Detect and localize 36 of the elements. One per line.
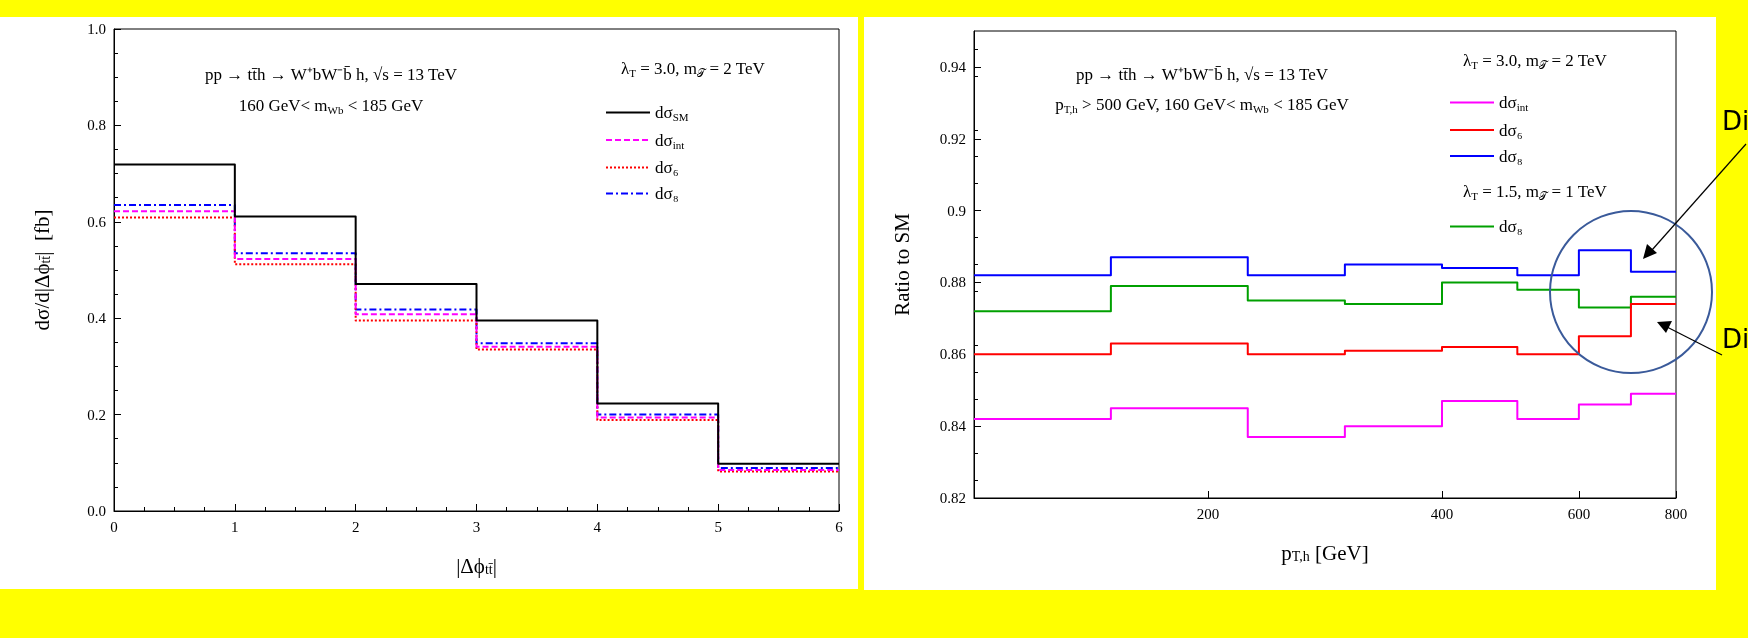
x-tick-label: 200 [1196, 505, 1220, 522]
x-tick-label: 800 [1664, 505, 1688, 522]
y-tick-label: 0.0 [87, 503, 106, 519]
y-tick-label: 0.88 [939, 274, 966, 291]
legend-label: dσ₈ [1499, 146, 1523, 166]
legend-label: dσ₆ [1499, 120, 1523, 140]
x-tick-label: 3 [472, 518, 481, 535]
x-axis-title: pT,h [GeV] [1281, 540, 1369, 565]
x-tick-label: 1 [231, 518, 239, 535]
text: pp → tt̄h → W⁺bW⁻b̄ h, √s = 13 TeV [205, 64, 458, 84]
x-tick-label: 4 [593, 518, 602, 535]
y-axis-title: Ratio to SM [889, 212, 914, 316]
x-tick-label: 6 [835, 518, 844, 535]
y-tick-label: 1.0 [87, 21, 106, 37]
y-tick-label: 0.86 [939, 346, 967, 363]
y-tick-label: 0.6 [87, 213, 107, 230]
x-tick-label: 2 [351, 518, 360, 535]
y-tick-label: 0.94 [939, 58, 967, 75]
x-tick-label: 0 [110, 518, 118, 535]
legend-label: dσ₈ [1499, 217, 1527, 236]
x-axis-title: |Δϕtt̄| [456, 553, 497, 578]
text: Di [1722, 323, 1748, 354]
legend-label: dσ₆ [655, 158, 679, 177]
text: pp → tt̄h → W⁺bW⁻b̄ h, √s = 13 TeV [1076, 64, 1329, 84]
text: Di [1722, 105, 1748, 136]
y-tick-label: 0.8 [87, 117, 106, 134]
x-tick-label: 600 [1567, 505, 1591, 522]
y-tick-label: 0.92 [939, 130, 966, 147]
x-tick-label: 400 [1430, 505, 1454, 522]
y-tick-label: 0.4 [87, 310, 107, 327]
y-tick-label: 0.9 [947, 202, 966, 219]
y-tick-label: 0.84 [939, 418, 967, 435]
x-tick-label: 5 [714, 518, 722, 535]
y-tick-label: 0.82 [939, 490, 966, 506]
legend-label: dσ₈ [655, 184, 679, 203]
y-tick-label: 0.2 [87, 406, 106, 423]
